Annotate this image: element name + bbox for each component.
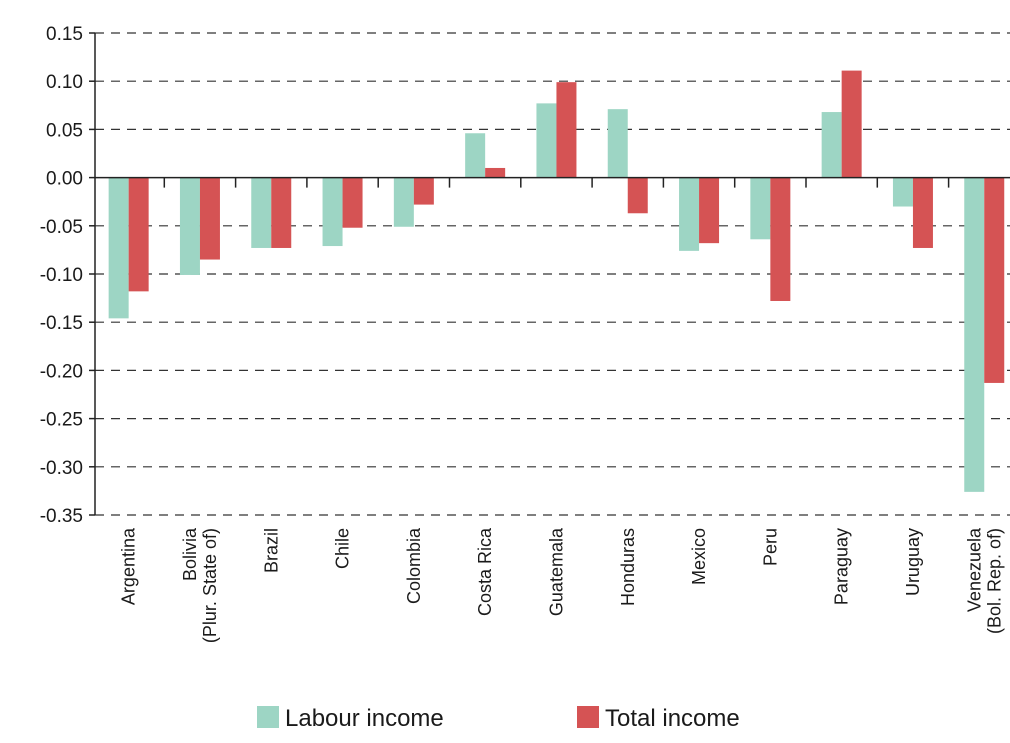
category-label-6: Guatemala <box>546 527 566 616</box>
bar-labour-8 <box>679 177 700 251</box>
bar-labour-12 <box>964 177 985 492</box>
legend-swatch-0 <box>257 706 279 728</box>
bar-labour-6 <box>536 103 557 178</box>
y-tick-label-6: -0.15 <box>40 313 83 334</box>
y-tick-label-9: -0.30 <box>40 458 83 479</box>
bar-labour-10 <box>821 112 842 178</box>
bar-total-7 <box>627 177 648 214</box>
bar-total-4 <box>413 177 434 205</box>
y-tick-label-0: 0.15 <box>46 24 83 45</box>
bar-labour-1 <box>179 177 200 275</box>
y-tick-label-5: -0.10 <box>40 265 83 286</box>
y-tick-label-2: 0.05 <box>46 120 83 141</box>
grid-lines <box>95 32 1010 516</box>
bar-total-5 <box>485 167 506 178</box>
category-label-2: Brazil <box>261 528 281 573</box>
y-tick-label-10: -0.35 <box>40 506 83 527</box>
bar-total-12 <box>984 177 1005 383</box>
bar-total-3 <box>342 177 363 228</box>
bar-total-2 <box>271 177 292 248</box>
y-tick-label-7: -0.20 <box>40 361 83 382</box>
y-tick-labels: 0.15 0.10 0.05 0.00 -0.05 -0.10 -0.15 -0.20 -0.2… <box>40 24 83 527</box>
category-label-12-0: Venezuela <box>964 527 984 612</box>
bar-total-1 <box>199 177 220 260</box>
category-label-0: Argentina <box>119 527 139 605</box>
bar-labour-4 <box>393 177 414 227</box>
category-label-1-0: Bolivia <box>180 527 200 581</box>
category-label-11: Uruguay <box>903 528 923 596</box>
y-tick-label-3: 0.00 <box>46 169 83 190</box>
legend-label-1: Total income <box>605 705 740 732</box>
bar-total-0 <box>128 177 149 292</box>
category-label-5: Costa Rica <box>475 527 495 616</box>
bar-labour-5 <box>465 133 486 178</box>
category-label-3: Chile <box>333 528 353 569</box>
bar-total-6 <box>556 82 577 178</box>
bar-labour-2 <box>251 177 272 248</box>
y-tick-label-8: -0.25 <box>40 410 83 431</box>
bar-total-10 <box>841 70 862 178</box>
bars <box>108 70 1005 492</box>
y-tick-label-1: 0.10 <box>46 72 83 93</box>
bar-total-9 <box>770 177 791 301</box>
bar-labour-0 <box>108 177 129 319</box>
category-labels: Argentina Bolivia (Plur. State of) Brazil Ch… <box>119 527 1005 643</box>
legend: Labour income Total income <box>257 705 740 732</box>
bar-labour-11 <box>892 177 913 207</box>
bar-labour-9 <box>750 177 771 240</box>
category-label-12-1: (Bol. Rep. of) <box>984 528 1004 634</box>
category-label-9: Peru <box>760 528 780 566</box>
category-label-10: Paraguay <box>832 528 852 605</box>
category-label-7: Honduras <box>618 528 638 606</box>
y-tick-label-4: -0.05 <box>40 217 83 238</box>
legend-swatch-1 <box>577 706 599 728</box>
bar-total-8 <box>699 177 720 244</box>
bar-labour-7 <box>607 109 628 178</box>
category-label-1-1: (Plur. State of) <box>200 528 220 643</box>
bar-labour-3 <box>322 177 343 247</box>
category-label-4: Colombia <box>404 527 424 604</box>
axes <box>89 32 1010 516</box>
legend-label-0: Labour income <box>285 705 444 732</box>
bar-total-11 <box>912 177 933 248</box>
category-label-8: Mexico <box>689 528 709 585</box>
